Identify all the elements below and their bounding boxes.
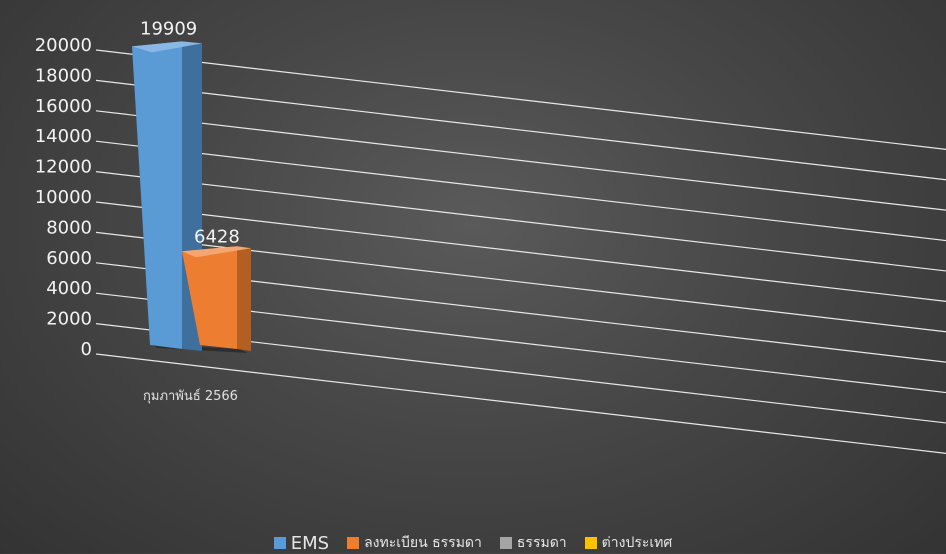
data-label: 6428 <box>194 226 240 247</box>
y-tick-label: 14000 <box>35 126 92 147</box>
bar-1[interactable] <box>182 246 237 349</box>
gridline <box>95 49 946 150</box>
gridline <box>95 140 946 242</box>
y-tick-label: 4000 <box>46 278 92 299</box>
x-tick-label: กุมภาพันธ์ 2566 <box>143 388 238 404</box>
data-labels: 19909 6428 <box>140 18 240 247</box>
legend-item-international[interactable]: ต่างประเทศ <box>584 532 673 554</box>
x-axis-tick-labels: กุมภาพันธ์ 2566 <box>143 388 238 404</box>
y-tick-label: 20000 <box>35 35 92 56</box>
legend: EMS ลงทะเบียน ธรรมดา ธรรมดา ต่างประเทศ <box>0 532 946 554</box>
legend-item-registered[interactable]: ลงทะเบียน ธรรมดา <box>347 532 482 554</box>
y-tick-label: 18000 <box>35 65 92 86</box>
legend-label-registered: ลงทะเบียน ธรรมดา <box>364 535 482 551</box>
bar-0[interactable] <box>132 41 182 349</box>
bar-top <box>132 41 202 53</box>
bars <box>132 41 251 353</box>
bar-side <box>237 246 251 351</box>
y-tick-label: 8000 <box>46 217 92 238</box>
gridline <box>95 353 946 454</box>
y-tick-label: 16000 <box>35 96 92 117</box>
bar-top <box>182 246 251 258</box>
legend-item-ems[interactable]: EMS <box>273 532 330 554</box>
legend-item-ordinary[interactable]: ธรรมดา <box>499 532 567 554</box>
gridline <box>95 201 946 302</box>
y-tick-label: 10000 <box>35 187 92 208</box>
legend-swatch-ordinary <box>499 537 512 549</box>
gridline <box>95 110 946 211</box>
legend-label-ems: EMS <box>290 532 330 554</box>
gridline <box>95 79 946 181</box>
gridline <box>95 171 946 272</box>
y-tick-label: 12000 <box>35 157 92 178</box>
y-tick-label: 2000 <box>46 309 92 330</box>
legend-swatch-international <box>584 537 597 549</box>
legend-label-ordinary: ธรรมดา <box>516 535 567 551</box>
legend-swatch-registered <box>347 537 360 549</box>
data-label: 19909 <box>140 18 197 39</box>
y-axis-tick-labels: 0 2000 4000 6000 8000 10000 12000 14000 16000 180… <box>35 35 92 360</box>
legend-label-international: ต่างประเทศ <box>601 535 673 551</box>
y-tick-label: 6000 <box>46 248 92 269</box>
y-tick-label: 0 <box>81 339 92 360</box>
legend-swatch-ems <box>273 537 286 549</box>
